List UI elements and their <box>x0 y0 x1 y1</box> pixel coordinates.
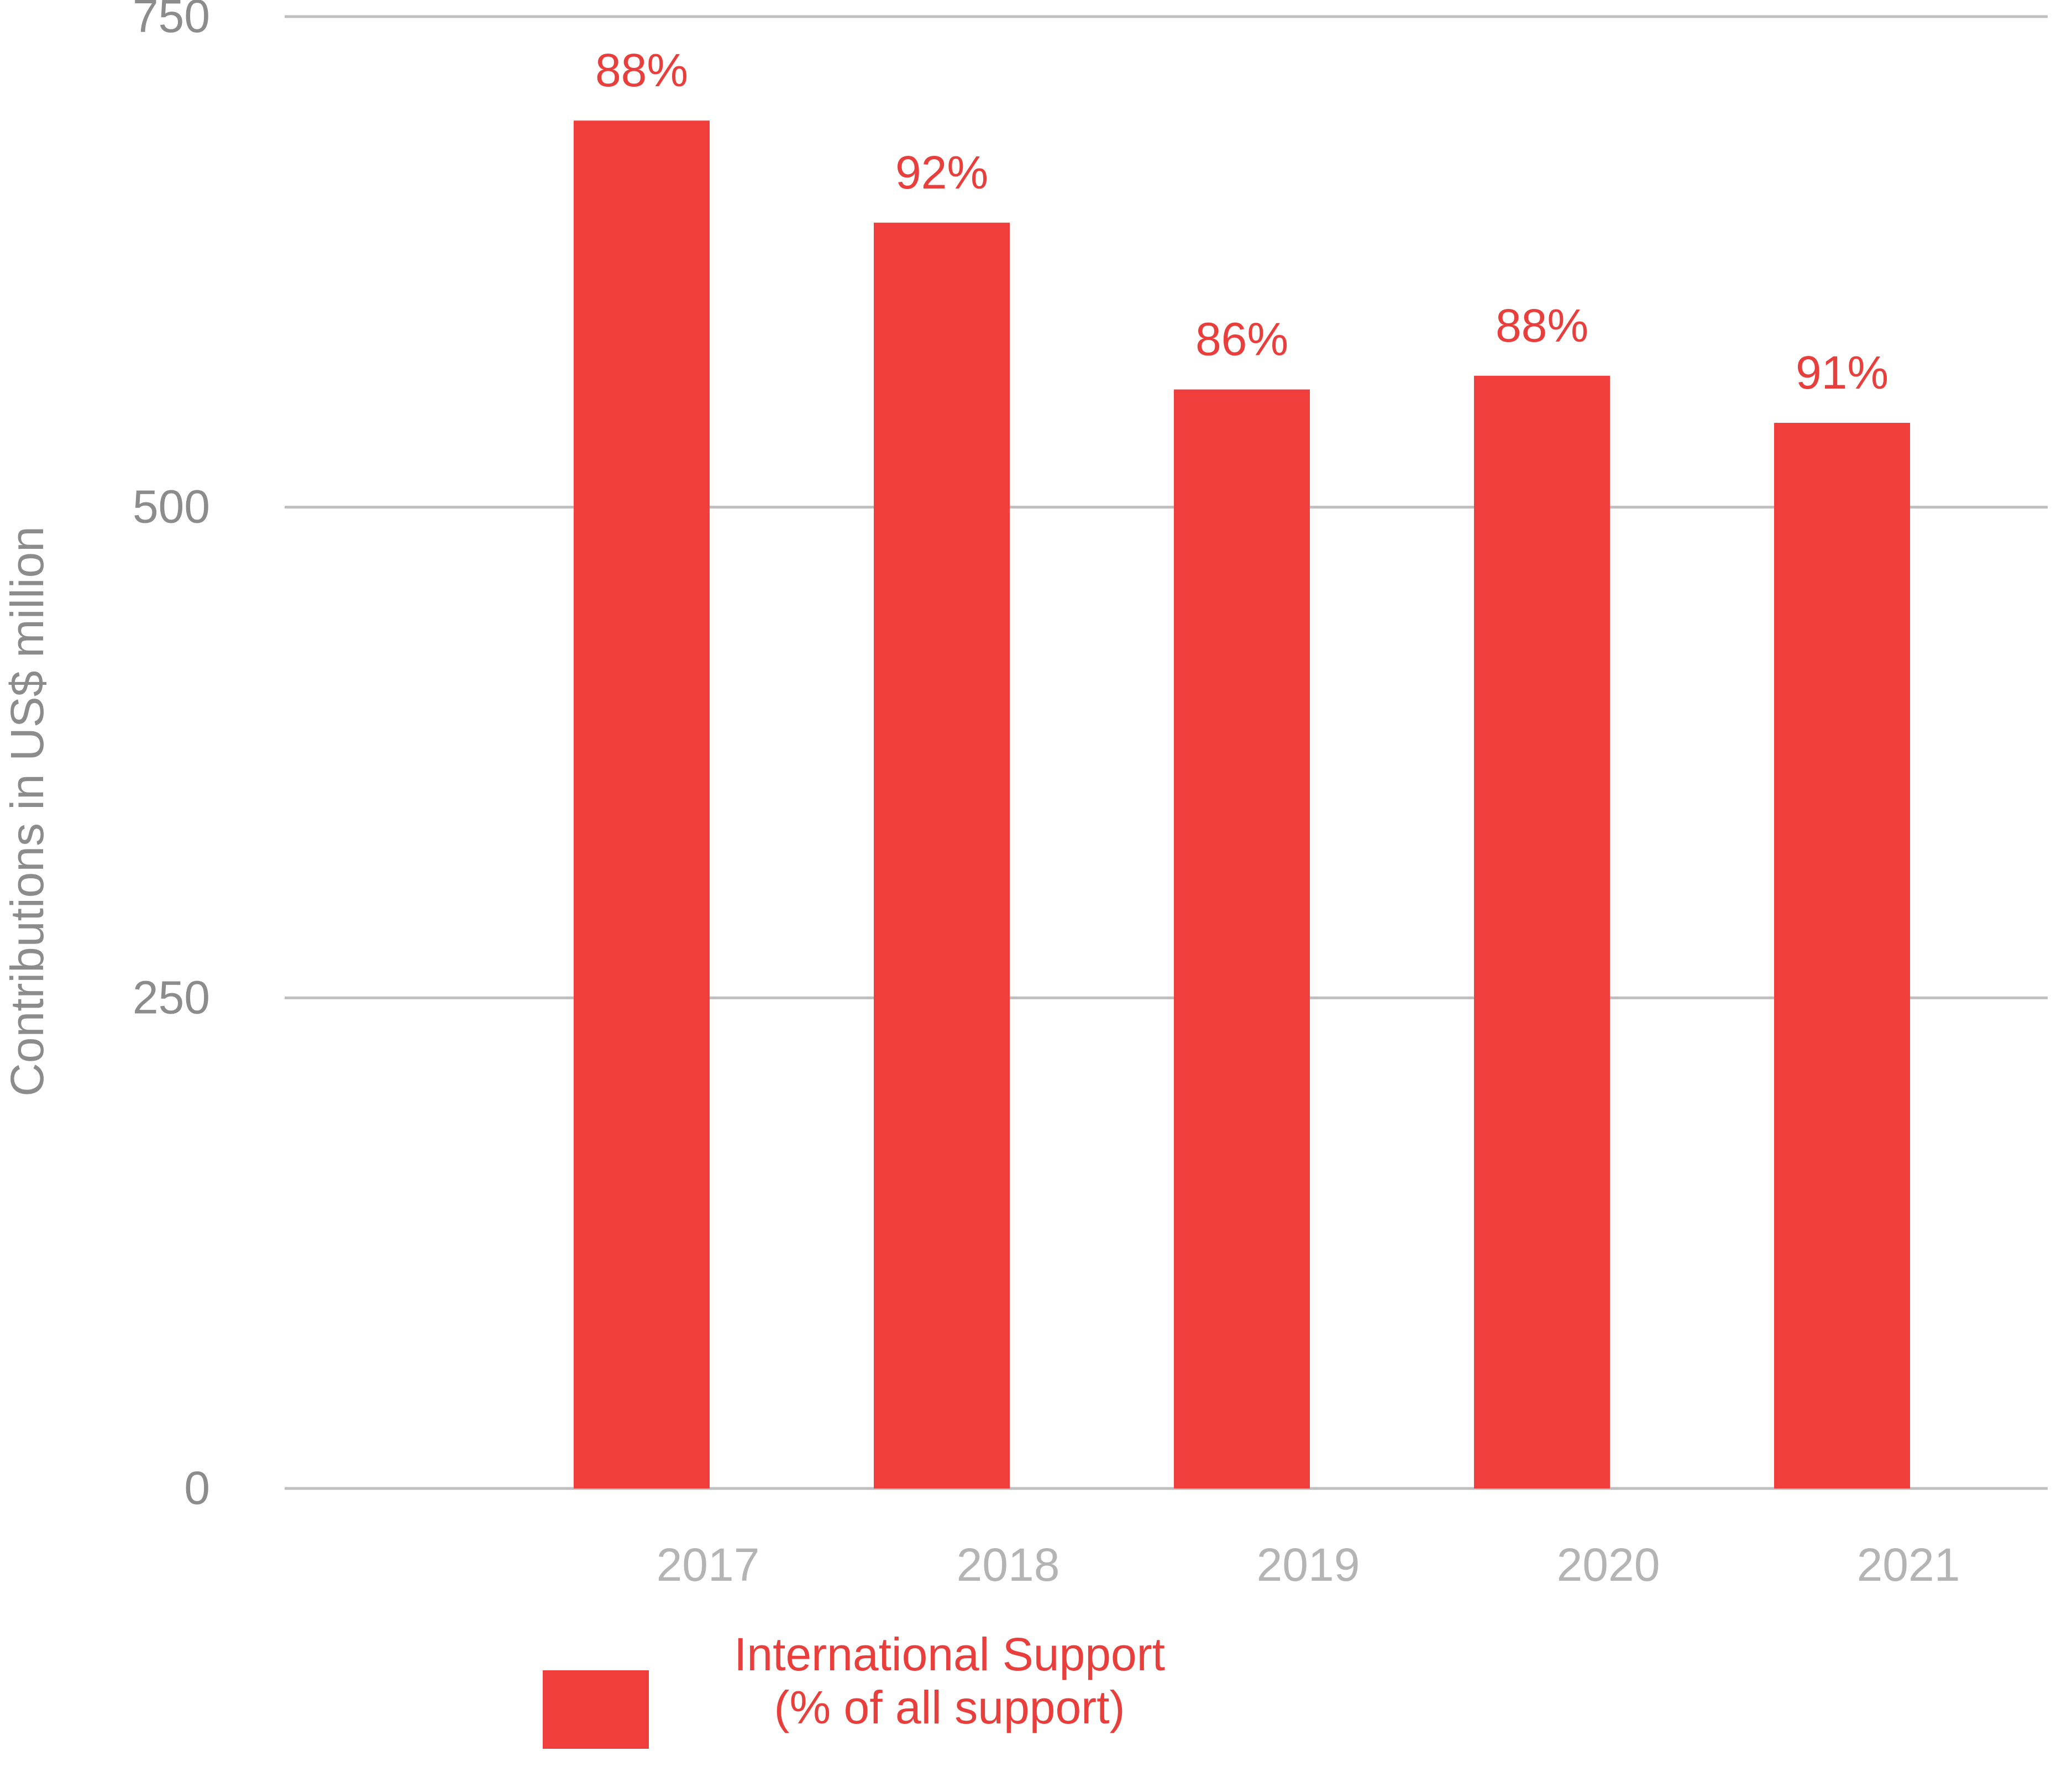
data-label-2021: 91% <box>1796 347 1889 399</box>
y-tick-label: 500 <box>133 481 210 533</box>
data-label-2020: 88% <box>1496 300 1588 352</box>
data-label-2017: 88% <box>595 44 688 96</box>
bar-2020 <box>1474 375 1610 1488</box>
x-tick-label-2021: 2021 <box>1857 1539 1960 1591</box>
data-labels: 88% 92% 86% 88% 91% <box>595 44 1889 399</box>
x-tick-label-2017: 2017 <box>657 1539 760 1591</box>
legend: International Support (% of all support) <box>543 1628 1165 1749</box>
bar-2017 <box>574 120 710 1489</box>
x-tick-label-2018: 2018 <box>957 1539 1060 1591</box>
y-tick-label: 250 <box>133 971 210 1023</box>
y-tick-label: 750 <box>133 0 210 42</box>
data-label-2018: 92% <box>895 146 988 198</box>
bars <box>574 120 1910 1489</box>
x-tick-labels: 2017 2018 2019 2020 2021 <box>657 1539 1960 1591</box>
bar-2019 <box>1174 389 1310 1488</box>
legend-label-line-2: (% of all support) <box>774 1681 1125 1733</box>
y-axis-label: Contributions in US$ million <box>1 526 53 1097</box>
legend-swatch <box>543 1670 649 1749</box>
bar-2021 <box>1774 422 1910 1488</box>
data-label-2019: 86% <box>1195 313 1288 365</box>
x-tick-label-2019: 2019 <box>1257 1539 1360 1591</box>
x-tick-label-2020: 2020 <box>1557 1539 1660 1591</box>
legend-label-line-1: International Support <box>734 1628 1165 1680</box>
y-tick-label: 0 <box>184 1462 210 1514</box>
y-tick-labels: 0 250 500 750 <box>133 0 210 1514</box>
bar-2018 <box>874 222 1010 1488</box>
